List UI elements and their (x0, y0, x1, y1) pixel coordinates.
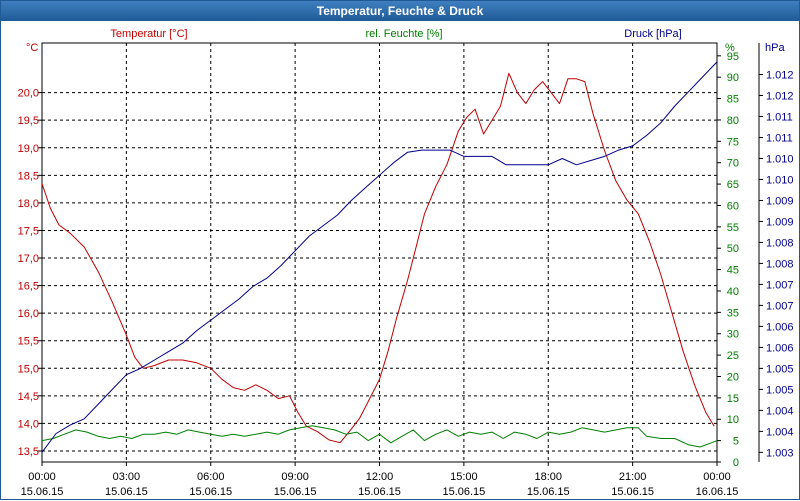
temperature-tick-label: 19,0 (18, 143, 39, 155)
axis-labels: 00:00 15.06.15 03:00 15.06.15 06:00 15.06.15 0… (18, 28, 794, 498)
temperature-tick-label: 17,0 (18, 253, 39, 265)
temperature-tick-label: 14,0 (18, 418, 39, 430)
humidity-tick-label: 25 (727, 350, 739, 362)
temperature-series-line (41, 72, 715, 444)
temperature-tick-label: 14,5 (18, 391, 39, 403)
humidity-series-line (41, 425, 718, 448)
pressure-tick-label: 1.006 (766, 321, 794, 333)
humidity-tick-label: 40 (727, 286, 739, 298)
pressure-tick-label: 1.010 (766, 174, 794, 186)
pressure-tick-label: 1.004 (766, 405, 794, 417)
humidity-tick-label: 65 (727, 179, 739, 191)
temperature-tick-label: 20,0 (18, 88, 39, 100)
humidity-tick-label: 15 (727, 393, 739, 405)
humidity-tick-label: 0 (733, 457, 739, 469)
temperature-tick-label: 16,5 (18, 281, 39, 293)
grid-lines (42, 43, 717, 462)
x-tick-time: 15:00 (450, 471, 478, 483)
humidity-tick-label: 20 (727, 371, 739, 383)
x-tick-date: 16.06.15 (696, 486, 739, 498)
x-tick-date: 15.06.15 (21, 486, 64, 498)
pressure-tick-label: 1.012 (766, 69, 794, 81)
pressure-unit: hPa (765, 42, 785, 54)
legend-pressure: Druck [hPa] (624, 28, 681, 40)
humidity-tick-label: 30 (727, 329, 739, 341)
x-tick-time: 00:00 (703, 471, 731, 483)
x-tick-date: 15.06.15 (442, 486, 485, 498)
pressure-tick-label: 1.009 (766, 216, 794, 228)
humidity-tick-label: 55 (727, 222, 739, 234)
series-lines (41, 61, 718, 453)
temperature-tick-label: 17,5 (18, 225, 39, 237)
humidity-tick-label: 90 (727, 72, 739, 84)
temperature-tick-label: 18,5 (18, 170, 39, 182)
x-tick-date: 15.06.15 (611, 486, 654, 498)
temperature-tick-label: 18,0 (18, 198, 39, 210)
window-title: Temperatur, Feuchte & Druck (1, 1, 799, 21)
x-tick-time: 18:00 (534, 471, 562, 483)
pressure-tick-label: 1.007 (766, 300, 794, 312)
pressure-tick-label: 1.008 (766, 258, 794, 270)
x-tick-date: 15.06.15 (105, 486, 148, 498)
pressure-tick-label: 1.005 (766, 384, 794, 396)
pressure-tick-label: 1.009 (766, 195, 794, 207)
pressure-tick-label: 1.005 (766, 363, 794, 375)
x-tick-time: 21:00 (619, 471, 647, 483)
temperature-unit: °C (26, 42, 38, 54)
humidity-tick-label: 75 (727, 136, 739, 148)
humidity-tick-label: 35 (727, 307, 739, 319)
x-tick-time: 06:00 (197, 471, 225, 483)
legend-temperature: Temperatur [°C] (110, 28, 187, 40)
pressure-tick-label: 1.012 (766, 90, 794, 102)
temperature-tick-label: 15,0 (18, 363, 39, 375)
pressure-tick-label: 1.011 (766, 132, 793, 144)
x-tick-date: 15.06.15 (527, 486, 570, 498)
pressure-tick-label: 1.010 (766, 153, 794, 165)
x-tick-date: 15.06.15 (189, 486, 232, 498)
humidity-tick-label: 60 (727, 200, 739, 212)
humidity-tick-label: 70 (727, 158, 739, 170)
humidity-tick-label: 85 (727, 94, 739, 106)
x-tick-date: 15.06.15 (358, 486, 401, 498)
humidity-tick-label: 10 (727, 414, 739, 426)
x-tick-time: 09:00 (281, 471, 309, 483)
x-tick-time: 03:00 (113, 471, 141, 483)
x-tick-time: 00:00 (28, 471, 56, 483)
humidity-tick-label: 80 (727, 115, 739, 127)
temperature-tick-label: 16,0 (18, 308, 39, 320)
humidity-tick-label: 50 (727, 243, 739, 255)
pressure-tick-label: 1.004 (766, 426, 794, 438)
humidity-tick-label: 5 (733, 436, 739, 448)
humidity-unit: % (725, 42, 735, 54)
axes (38, 42, 763, 466)
humidity-tick-label: 45 (727, 265, 739, 277)
temperature-tick-label: 13,5 (18, 446, 39, 458)
pressure-tick-label: 1.003 (766, 447, 794, 459)
pressure-tick-label: 1.011 (766, 111, 793, 123)
humidity-tick-label: 95 (727, 51, 739, 63)
pressure-series-line (41, 61, 718, 453)
pressure-tick-label: 1.007 (766, 279, 794, 291)
pressure-tick-label: 1.006 (766, 342, 794, 354)
temperature-tick-label: 15,5 (18, 336, 39, 348)
x-tick-time: 12:00 (366, 471, 394, 483)
temperature-tick-label: 19,5 (18, 115, 39, 127)
x-tick-date: 15.06.15 (274, 486, 317, 498)
pressure-tick-label: 1.008 (766, 237, 794, 249)
legend-humidity: rel. Feuchte [%] (365, 28, 442, 40)
